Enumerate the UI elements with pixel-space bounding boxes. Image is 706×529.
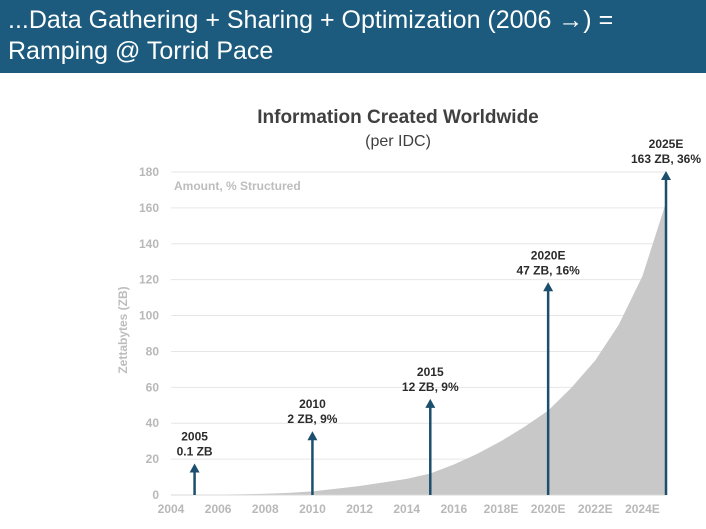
annotation-value-label: 47 ZB, 16%: [516, 263, 580, 277]
x-tick-label: 2020E: [531, 502, 566, 516]
y-tick-label: 100: [139, 309, 159, 323]
chart-subtitle: (per IDC): [365, 133, 431, 150]
x-tick-label: 2016: [441, 502, 468, 516]
y-tick-label: 180: [139, 165, 159, 179]
inner-legend-label: Amount, % Structured: [174, 179, 301, 193]
y-axis-ticks: 0 20 40 60 80 100 120 140 160 180: [139, 165, 159, 502]
slide-title-line-1: ...Data Gathering + Sharing + Optimizati…: [8, 6, 614, 34]
chart-title: Information Created Worldwide: [257, 107, 539, 128]
y-tick-label: 20: [146, 452, 160, 466]
annotation-arrow-head: [425, 398, 436, 408]
y-tick-label: 120: [139, 273, 159, 287]
annotation-arrow-head: [543, 282, 554, 292]
annotation-year-label: 2020E: [531, 248, 566, 262]
annotation-value-label: 2 ZB, 9%: [287, 412, 337, 426]
y-axis-label: Zettabytes (ZB): [116, 286, 130, 373]
slide-title-line-2: Ramping @ Torrid Pace: [8, 37, 274, 65]
x-tick-label: 2006: [205, 502, 232, 516]
annotation-value-label: 12 ZB, 9%: [402, 380, 459, 394]
annotation-year-label: 2005: [181, 429, 208, 443]
y-tick-label: 80: [146, 344, 160, 358]
x-tick-label: 2004: [158, 502, 185, 516]
annotation-arrow-head: [307, 431, 318, 441]
annotation-year-label: 2015: [417, 365, 444, 379]
annotation-value-label: 0.1 ZB: [177, 444, 213, 458]
annotation-year-label: 2010: [299, 397, 326, 411]
x-tick-label: 2022E: [578, 502, 613, 516]
x-tick-label: 2018E: [484, 502, 519, 516]
y-tick-label: 140: [139, 237, 159, 251]
y-tick-label: 60: [146, 380, 160, 394]
x-tick-label: 2014: [393, 502, 420, 516]
y-tick-label: 160: [139, 201, 159, 215]
x-tick-label: 2012: [346, 502, 373, 516]
x-tick-label: 2024E: [625, 502, 660, 516]
slide-header: ...Data Gathering + Sharing + Optimizati…: [0, 0, 706, 73]
x-tick-label: 2008: [252, 502, 279, 516]
y-tick-label: 40: [146, 416, 160, 430]
annotation-value-label: 163 ZB, 36%: [631, 152, 701, 166]
x-axis-ticks: 2004 2006 2008 2010 2012 2014 2016 2018E 2020E 20…: [158, 494, 666, 516]
y-tick-label: 0: [152, 488, 159, 502]
annotation-year-label: 2025E: [649, 137, 684, 151]
annotation-arrow-head: [661, 171, 671, 180]
annotation-arrow-head: [189, 463, 200, 473]
x-tick-label: 2010: [299, 502, 326, 516]
